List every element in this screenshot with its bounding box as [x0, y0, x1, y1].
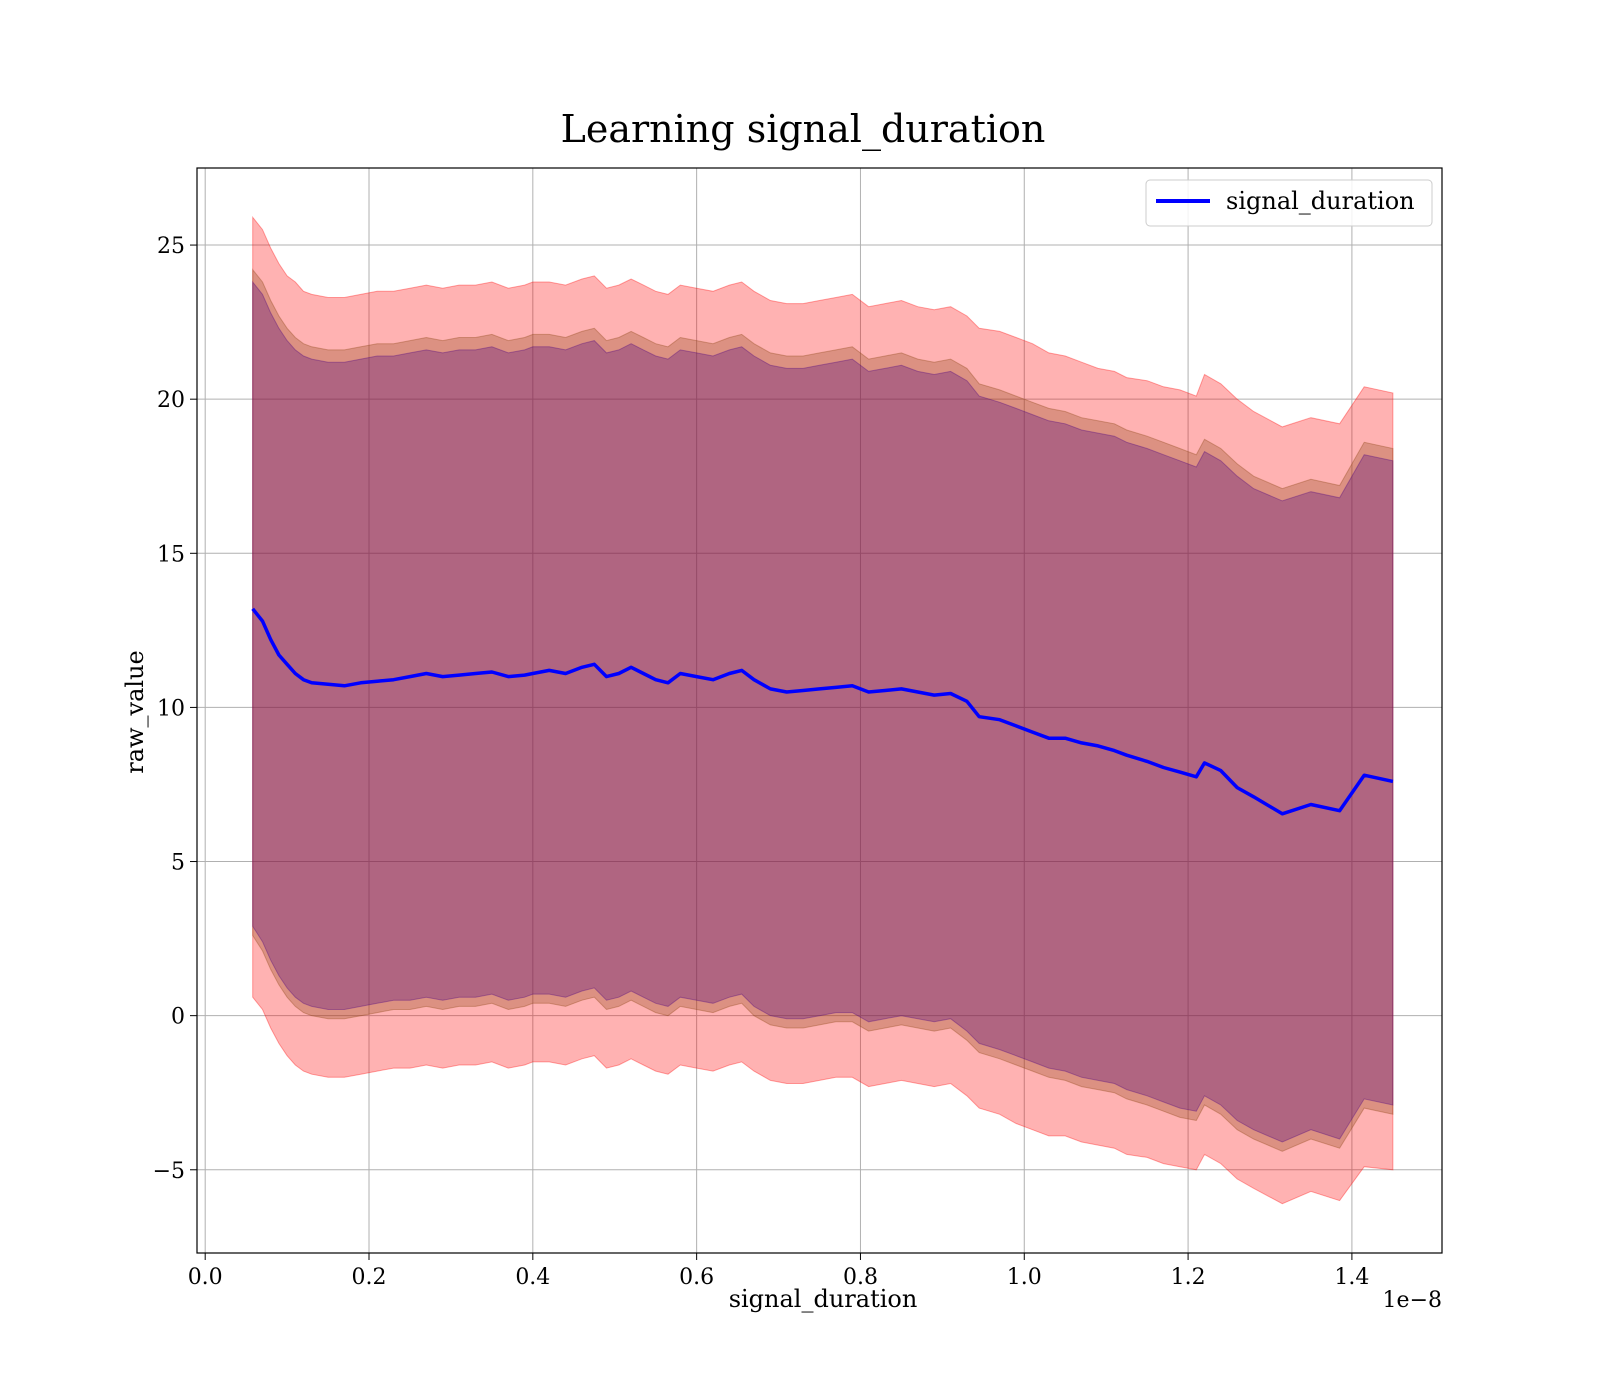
- grid: [197, 168, 1442, 1253]
- legend: signal_duration: [1145, 179, 1433, 227]
- x-tick-label: 0.0: [188, 1265, 223, 1290]
- y-tick-label: 5: [171, 851, 185, 876]
- x-tick-label: 1.0: [1007, 1265, 1042, 1290]
- y-tick-label: 15: [157, 542, 185, 567]
- y-tick-label: 25: [157, 234, 185, 259]
- series-line-signal-duration: [251, 607, 1394, 816]
- x-tick-label: 0.2: [352, 1265, 387, 1290]
- confidence-band: [252, 215, 1394, 1205]
- y-tick-label: −5: [153, 1159, 185, 1184]
- confidence-bands: [252, 215, 1394, 1205]
- confidence-band: [252, 280, 1394, 1143]
- y-axis-ticks: −5 0 5 10 15 20 25: [153, 234, 197, 1184]
- x-axis-label: signal_duration: [729, 1285, 918, 1313]
- x-tick-label: 0.4: [515, 1265, 550, 1290]
- x-tick-label: 1.2: [1171, 1265, 1206, 1290]
- x-axis-ticks: 0.0 0.2 0.4 0.6 0.8 1.0 1.2 1.4: [188, 1253, 1369, 1290]
- x-tick-label: 0.8: [843, 1265, 878, 1290]
- legend-entry-label: signal_duration: [1226, 187, 1415, 215]
- chart-title: Learning signal_duration: [561, 107, 1046, 152]
- y-tick-label: 20: [157, 388, 185, 413]
- x-tick-label: 1.4: [1334, 1265, 1369, 1290]
- x-axis-offset-text: 1e−8: [1383, 1288, 1442, 1313]
- plot-area-frame: [196, 167, 1443, 1254]
- confidence-band: [252, 268, 1394, 1152]
- x-tick-label: 0.6: [679, 1265, 714, 1290]
- y-tick-label: 0: [171, 1005, 185, 1030]
- y-tick-label: 10: [157, 696, 185, 721]
- y-axis-label: raw_value: [121, 650, 149, 774]
- series-lines: [251, 607, 1394, 816]
- legend-box: [1145, 179, 1433, 227]
